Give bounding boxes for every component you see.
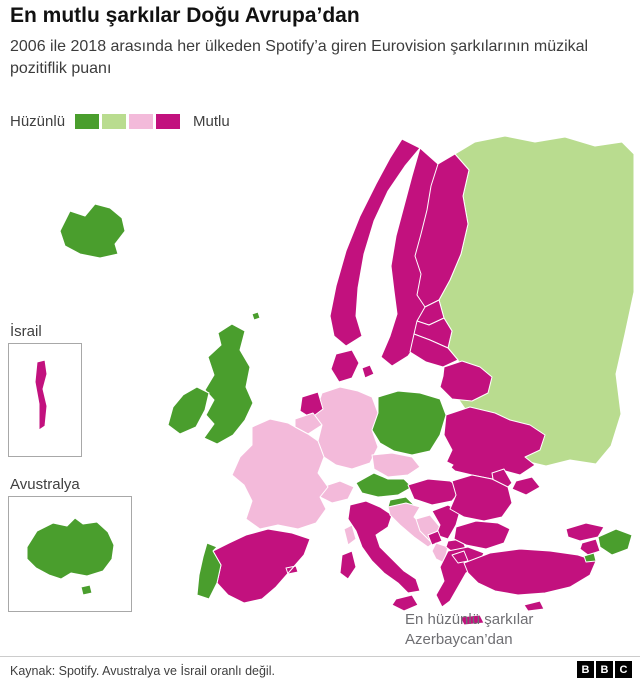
country-armenia — [579, 538, 601, 556]
bbc-logo-block-2: B — [596, 661, 613, 678]
legend-swatch-happy — [156, 114, 181, 129]
country-iceland — [59, 203, 126, 259]
inset-australia-box — [8, 496, 132, 612]
country-portugal — [196, 542, 222, 600]
australia-inset-svg — [26, 517, 115, 596]
country-turkey — [451, 548, 597, 596]
legend-label-sad: Hüzünlü — [10, 113, 66, 130]
legend-label-happy: Mutlu — [193, 113, 230, 130]
country-corsica — [343, 524, 357, 546]
country-slovakia — [407, 458, 454, 478]
country-lithuania — [409, 333, 459, 368]
country-spain — [212, 528, 311, 604]
country-bulgaria — [453, 520, 511, 550]
annotation: En hüzünlü şarkılar Azerbaycan’dan — [405, 610, 533, 651]
country-crete — [459, 614, 485, 626]
country-denmark — [330, 349, 375, 383]
legend-swatch-sad — [75, 114, 100, 129]
legend-swatch-somewhat-happy — [129, 114, 154, 129]
subtitle: 2006 ile 2018 arasında her ülkeden Spoti… — [10, 38, 589, 78]
country-belarus — [439, 360, 493, 402]
inset-israel-box — [8, 343, 82, 457]
israel-inset-border-lines — [47, 356, 69, 440]
country-cyprus — [523, 600, 545, 612]
bbc-logo-block-3: C — [615, 661, 632, 678]
country-belgium — [294, 412, 323, 435]
country-uk — [203, 311, 261, 445]
country-sardinia — [339, 550, 357, 580]
country-austria — [355, 472, 413, 498]
europe-map: İsrail Avustralya — [0, 131, 640, 655]
country-norway — [329, 138, 421, 347]
israel-inset-svg — [17, 356, 69, 448]
annotation-line-2: Azerbaycan’dan — [405, 631, 513, 649]
footer-divider — [0, 656, 640, 657]
bbc-logo-block-1: B — [577, 661, 594, 678]
inset-australia-label: Avustralya — [10, 476, 80, 493]
country-poland — [371, 390, 447, 456]
annotation-line-1: En hüzünlü şarkılar — [405, 611, 534, 628]
country-israel — [34, 359, 48, 431]
bbc-logo: B B C — [575, 661, 632, 678]
country-netherlands — [299, 391, 324, 419]
legend-swatch-somewhat-sad — [102, 114, 127, 129]
country-australia — [26, 517, 115, 596]
country-montenegro — [427, 530, 443, 546]
israel-inset-coastline — [17, 372, 35, 448]
inset-israel-label: İsrail — [10, 323, 42, 340]
country-sicily — [391, 594, 419, 612]
europe-map-svg — [59, 135, 635, 626]
country-crimea — [511, 476, 541, 496]
source-text: Kaynak: Spotify. Avustralya ve İsrail or… — [10, 664, 275, 678]
legend: Hüzünlü Mutlu — [10, 113, 230, 130]
country-ukraine — [443, 406, 546, 480]
country-ireland — [167, 386, 210, 435]
country-serbia — [431, 504, 461, 540]
page-title: En mutlu şarkılar Doğu Avrupa’dan — [10, 4, 360, 27]
country-france — [231, 418, 329, 530]
country-romania — [449, 474, 513, 522]
country-azerbaijan — [583, 528, 633, 563]
